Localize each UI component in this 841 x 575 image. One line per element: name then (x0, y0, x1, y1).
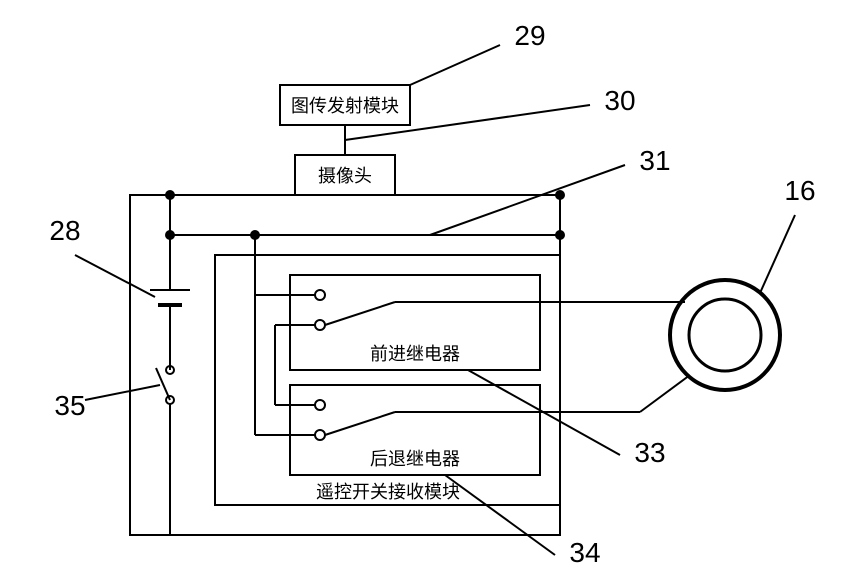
node-bus-right (555, 230, 565, 240)
callout-16-label: 16 (784, 175, 815, 206)
callout-35-label: 35 (54, 390, 85, 421)
callout-34-line (445, 475, 555, 555)
callout-34-label: 34 (569, 537, 600, 568)
fwd-relay-label: 前进继电器 (370, 344, 460, 364)
fwd-relay-terminal-lower (315, 320, 325, 330)
bwd-relay-terminal-upper (315, 400, 325, 410)
node-top-right (555, 190, 565, 200)
circuit-diagram: 图传发射模块 摄像头 遥控开关接收模块 前进继电器 后退继电器 (0, 0, 841, 575)
node-leftvert-a-top (250, 230, 260, 240)
fwd-relay-blade (325, 302, 395, 325)
fwd-relay-terminal-upper (315, 290, 325, 300)
callout-35-line (85, 385, 160, 400)
tx-module-label: 图传发射模块 (291, 96, 399, 116)
callout-29-label: 29 (514, 20, 545, 51)
camera-label: 摄像头 (318, 166, 372, 186)
callout-31-line (430, 165, 625, 235)
callout-29-line (410, 45, 500, 85)
wire-bwd-out-diag (640, 375, 690, 412)
callout-33-label: 33 (634, 437, 665, 468)
bwd-relay-label: 后退继电器 (370, 449, 460, 469)
motor-outer-ring (670, 280, 780, 390)
callout-28-label: 28 (49, 215, 80, 246)
bwd-relay-terminal-lower (315, 430, 325, 440)
bwd-relay-blade (325, 412, 395, 435)
callout-16-line (760, 215, 795, 293)
motor-inner-ring (689, 299, 761, 371)
rx-module-label: 遥控开关接收模块 (316, 482, 460, 502)
callout-31-label: 31 (639, 145, 670, 176)
callout-30-label: 30 (604, 85, 635, 116)
node-bus-left (165, 230, 175, 240)
callout-28-line (75, 255, 155, 297)
